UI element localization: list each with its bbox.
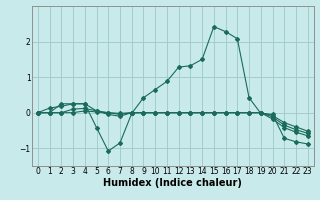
X-axis label: Humidex (Indice chaleur): Humidex (Indice chaleur) (103, 178, 242, 188)
